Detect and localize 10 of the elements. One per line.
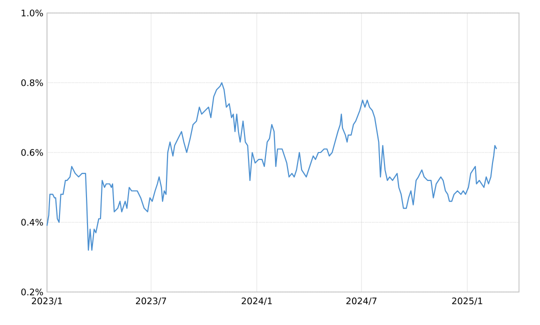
y-tick-label: 0.4% <box>21 218 43 226</box>
y-tick-label: 0.2% <box>21 288 43 296</box>
x-tick-label: 2024/7 <box>346 298 376 306</box>
y-tick-label: 1.0% <box>22 10 43 16</box>
y-tick-label: 0.6% <box>21 149 43 156</box>
x-tick-label: 2024/1 <box>242 298 272 306</box>
x-tick-label: 2025/1 <box>452 298 482 306</box>
x-tick-label: 2023/7 <box>136 298 166 306</box>
x-tick-label: 2023/1 <box>32 298 62 306</box>
y-tick-label: 0.8% <box>21 79 43 86</box>
